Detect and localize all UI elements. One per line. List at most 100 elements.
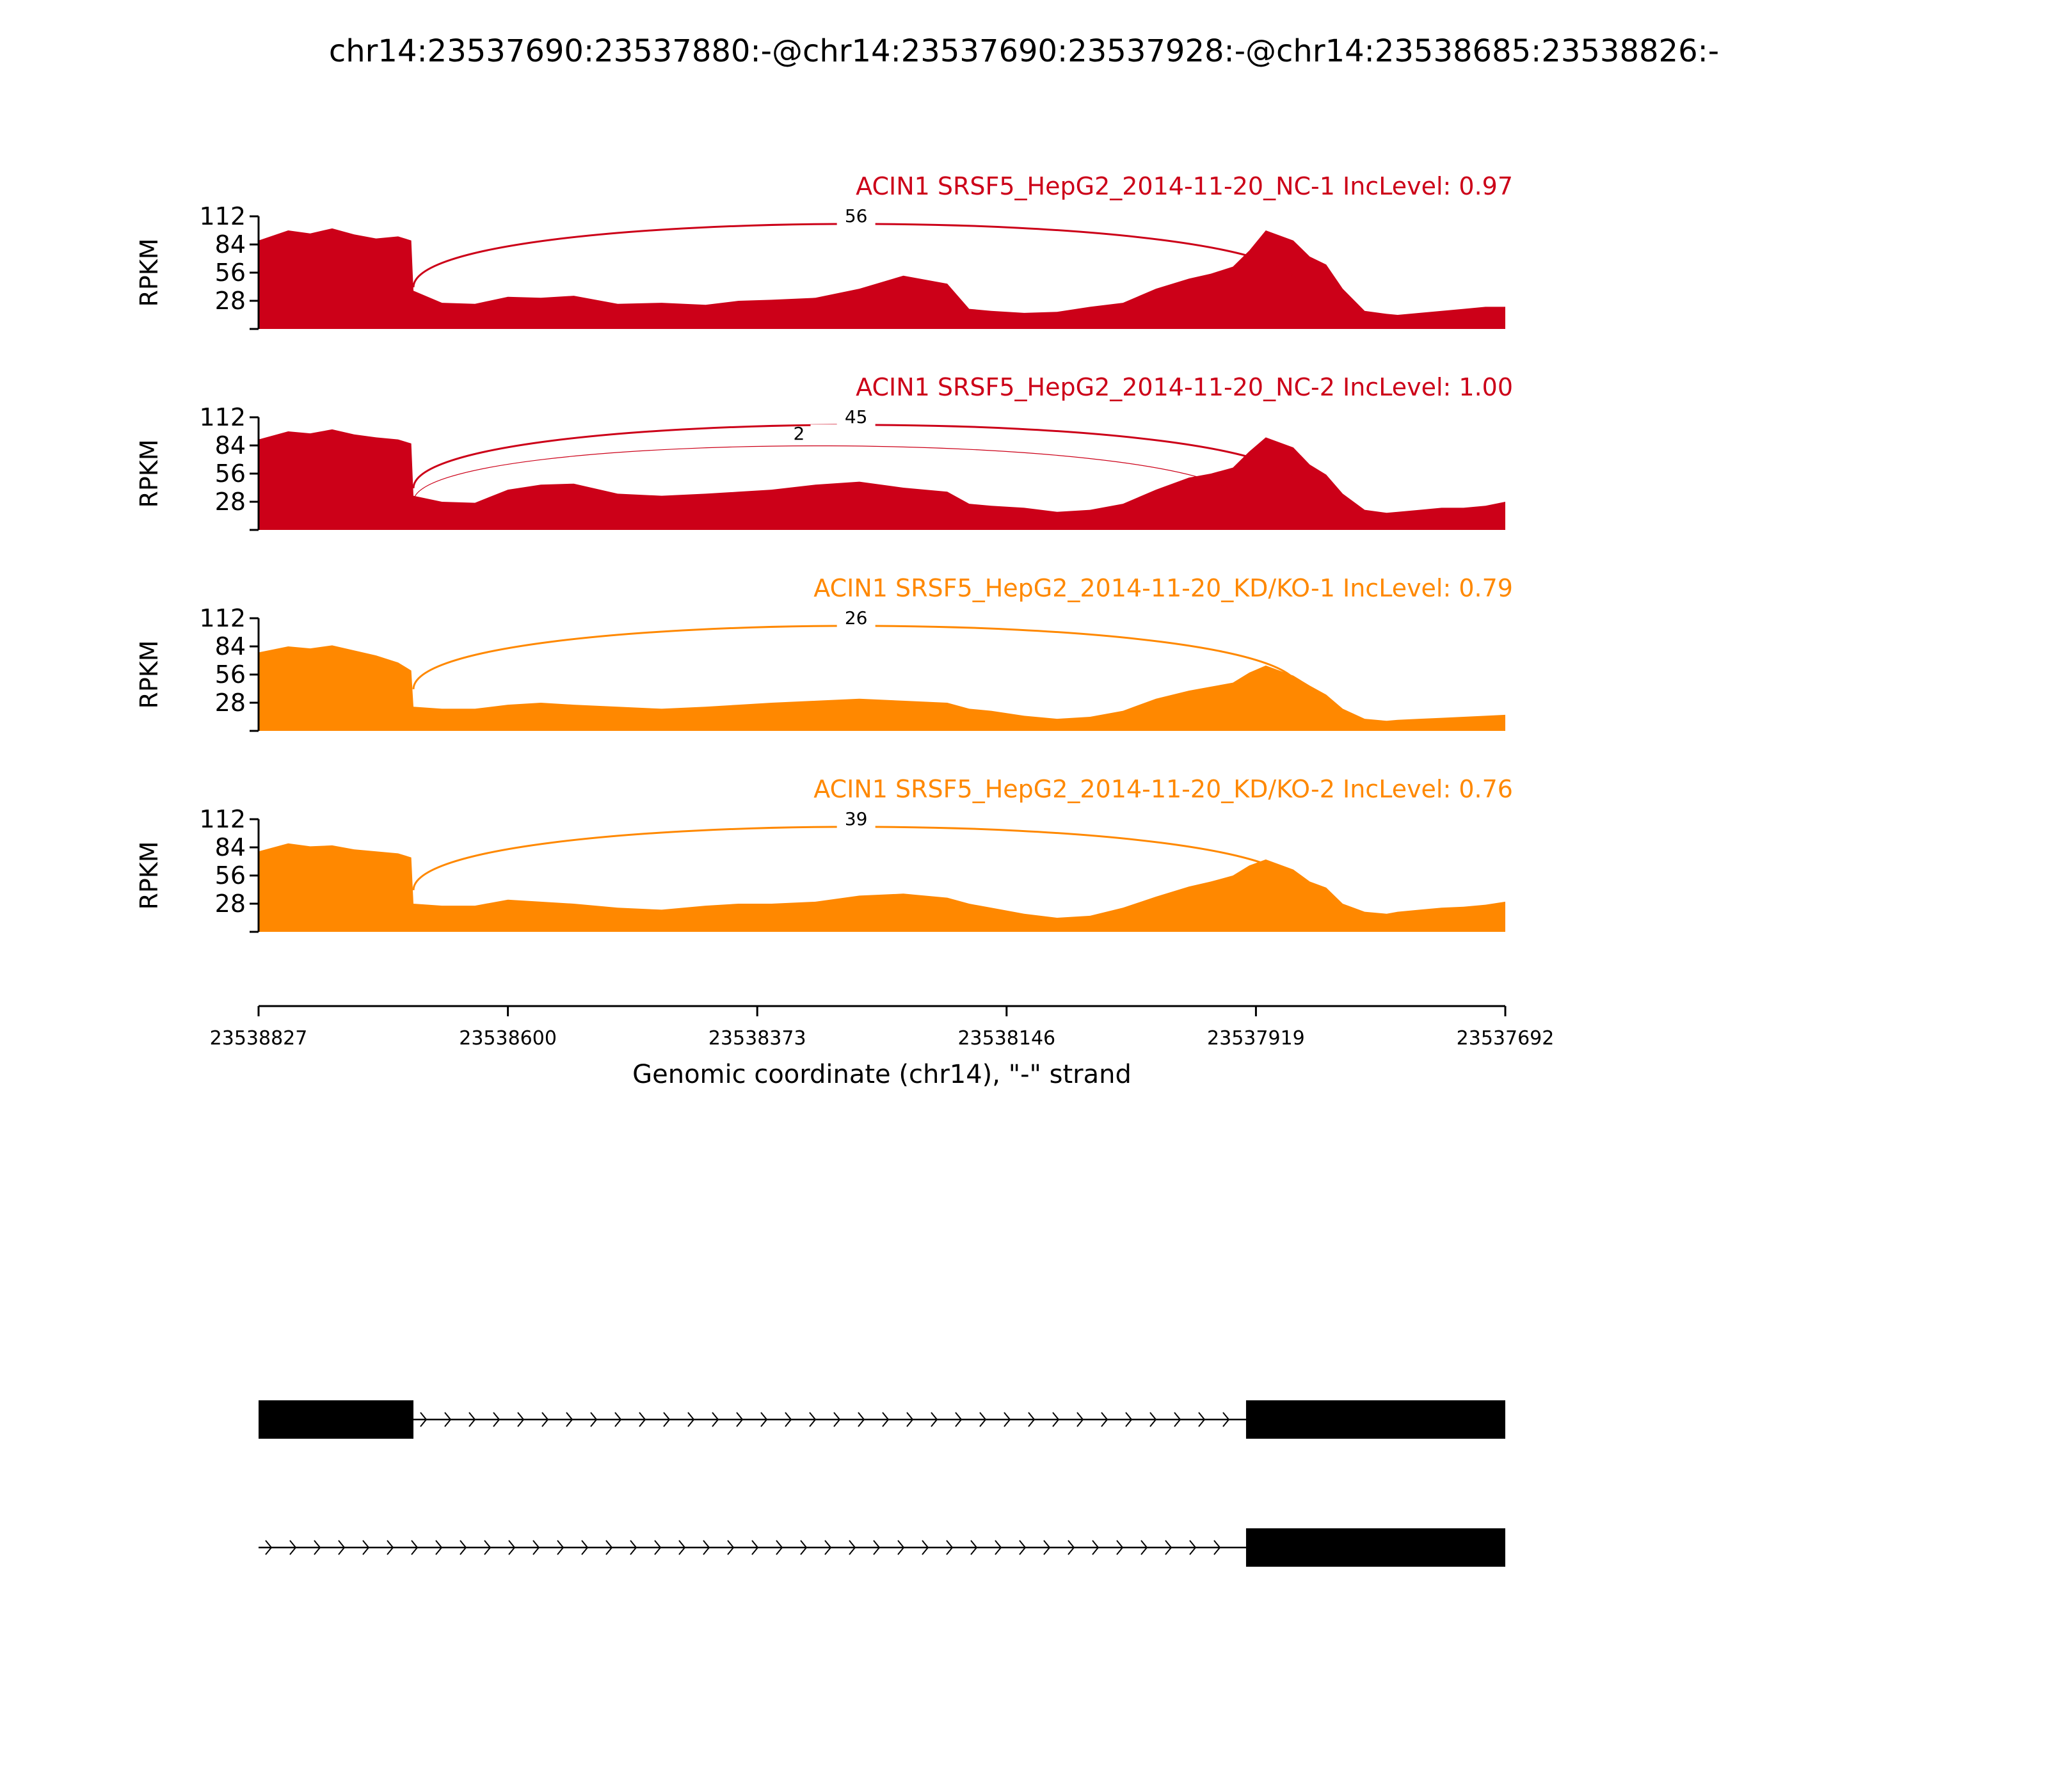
strand-arrow — [614, 1412, 622, 1427]
y-tick-label: 56 — [215, 259, 246, 287]
strand-arrow — [314, 1540, 321, 1555]
y-tick-label: 84 — [215, 230, 246, 259]
sample-label: ACIN1 SRSF5_HepG2_2014-11-20_NC-1 IncLev… — [856, 172, 1513, 200]
exon — [1245, 1400, 1505, 1439]
strand-arrow — [1174, 1412, 1181, 1427]
strand-arrow — [411, 1540, 419, 1555]
strand-arrow — [1101, 1412, 1108, 1427]
junction-count: 56 — [845, 205, 868, 227]
sample-label: ACIN1 SRSF5_HepG2_2014-11-20_NC-2 IncLev… — [856, 373, 1513, 401]
junction-count: 2 — [794, 423, 805, 444]
strand-arrow — [605, 1540, 613, 1555]
strand-arrow — [484, 1540, 492, 1555]
x-tick-label: 23538373 — [708, 1027, 806, 1050]
junction-arc — [412, 826, 1300, 890]
strand-arrow — [712, 1412, 719, 1427]
strand-arrow — [922, 1540, 929, 1555]
strand-arrow — [265, 1540, 273, 1555]
strand-arrow — [873, 1540, 881, 1555]
y-tick-label: 112 — [199, 202, 246, 230]
strand-arrow — [809, 1412, 817, 1427]
y-tick-label: 84 — [215, 431, 246, 460]
strand-arrow — [955, 1412, 963, 1427]
coverage-area — [259, 429, 1505, 530]
strand-arrow — [289, 1540, 297, 1555]
strand-arrow — [824, 1540, 832, 1555]
strand-arrow — [517, 1412, 525, 1427]
junction-arc — [412, 424, 1300, 488]
x-tick-label: 23538827 — [210, 1027, 308, 1050]
strand-arrow — [1076, 1412, 1084, 1427]
y-tick-label: 112 — [199, 604, 246, 632]
coverage-area — [259, 228, 1505, 329]
strand-arrow — [785, 1412, 792, 1427]
strand-arrow — [387, 1540, 394, 1555]
y-tick-label: 112 — [199, 805, 246, 833]
junction-arc — [412, 625, 1300, 689]
junction-count: 26 — [845, 607, 868, 628]
exon — [259, 1400, 413, 1439]
strand-arrow — [420, 1412, 428, 1427]
strand-arrow — [760, 1412, 768, 1427]
strand-arrow — [557, 1540, 564, 1555]
strand-arrow — [687, 1412, 695, 1427]
gene-model-2 — [259, 1528, 1505, 1567]
y-tick-label: 28 — [215, 689, 246, 717]
strand-arrow — [460, 1540, 467, 1555]
strand-arrow — [1004, 1412, 1011, 1427]
strand-arrow — [444, 1412, 452, 1427]
sample-label: ACIN1 SRSF5_HepG2_2014-11-20_KD/KO-1 Inc… — [813, 574, 1513, 602]
x-tick-label: 23538600 — [459, 1027, 557, 1050]
strand-arrow — [849, 1540, 856, 1555]
x-tick-label: 23538146 — [957, 1027, 1055, 1050]
y-tick-label: 56 — [215, 861, 246, 890]
strand-arrow — [508, 1540, 516, 1555]
strand-arrow — [1149, 1412, 1157, 1427]
strand-arrow — [532, 1540, 540, 1555]
strand-arrow — [663, 1412, 671, 1427]
strand-arrow — [1140, 1540, 1148, 1555]
gene-model-1 — [259, 1400, 1505, 1439]
y-tick-label: 84 — [215, 632, 246, 660]
figure-title: chr14:23537690:23537880:-@chr14:23537690… — [329, 33, 1719, 69]
strand-arrow — [654, 1540, 662, 1555]
strand-arrow — [1189, 1540, 1197, 1555]
coverage-area — [259, 645, 1505, 731]
x-axis-label: Genomic coordinate (chr14), "-" strand — [632, 1060, 1132, 1089]
y-tick-label: 28 — [215, 287, 246, 315]
junction-arc — [412, 223, 1300, 287]
strand-arrow — [581, 1540, 589, 1555]
strand-arrow — [1028, 1412, 1036, 1427]
strand-arrow — [1068, 1540, 1075, 1555]
y-tick-label: 112 — [199, 403, 246, 431]
strand-arrow — [1125, 1412, 1133, 1427]
strand-arrow — [630, 1540, 637, 1555]
coverage-area — [259, 843, 1505, 932]
strand-arrow — [1198, 1412, 1206, 1427]
strand-arrow — [566, 1412, 573, 1427]
strand-arrow — [1052, 1412, 1060, 1427]
gene-models — [259, 1400, 1505, 1567]
y-tick-label: 28 — [215, 488, 246, 516]
junction-label-bg — [836, 407, 876, 427]
strand-arrow — [979, 1412, 987, 1427]
strand-arrow — [931, 1412, 938, 1427]
y-axis-label: RPKM — [135, 640, 163, 708]
strand-arrow — [1116, 1540, 1124, 1555]
strand-arrow — [1213, 1540, 1221, 1555]
junction-count: 45 — [845, 406, 868, 428]
strand-arrow — [468, 1412, 476, 1427]
strand-arrow — [1165, 1540, 1172, 1555]
y-tick-label: 56 — [215, 660, 246, 689]
strand-arrow — [858, 1412, 865, 1427]
y-tick-label: 56 — [215, 460, 246, 488]
strand-arrow — [897, 1540, 905, 1555]
strand-arrow — [727, 1540, 735, 1555]
strand-arrow — [590, 1412, 598, 1427]
strand-arrow — [639, 1412, 646, 1427]
